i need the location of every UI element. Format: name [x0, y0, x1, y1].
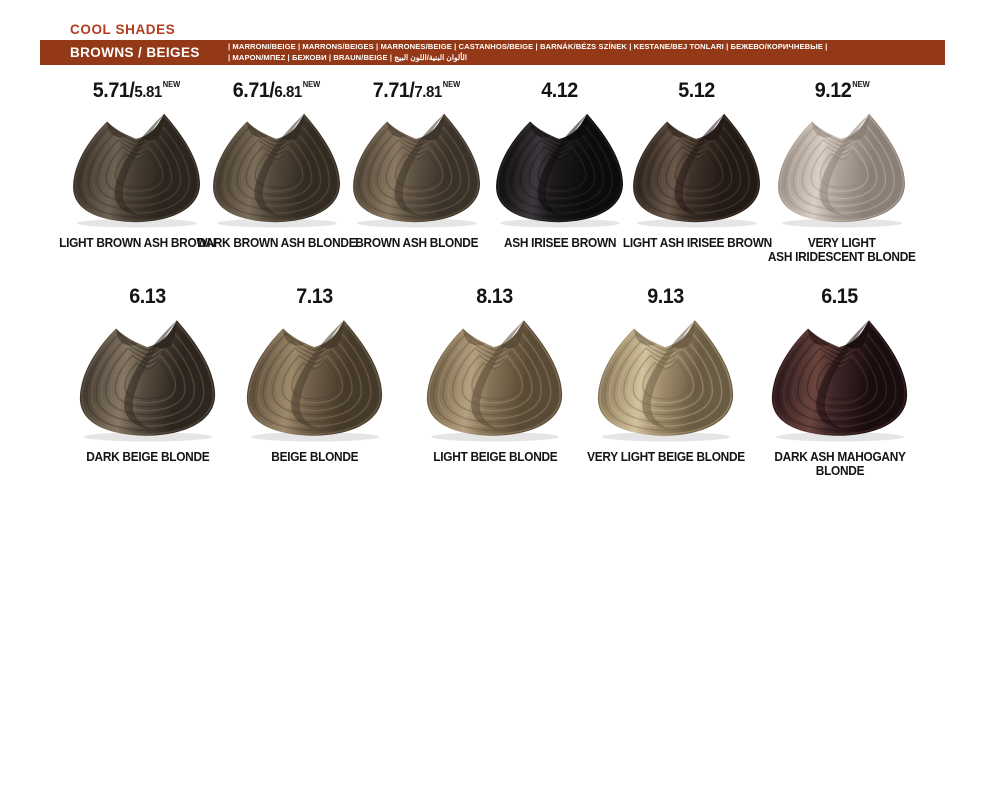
hair-swatch-image	[236, 312, 394, 447]
new-badge: NEW	[163, 80, 181, 89]
shade-code-main: 5.71/	[93, 79, 135, 102]
shade-code-main: 9.12	[814, 79, 852, 102]
shade-cell: 6.13 DARK BEIGE BLONDE	[58, 284, 238, 464]
shade-code-main: 7.13	[296, 285, 333, 308]
new-badge: NEW	[443, 80, 461, 89]
shade-code-main: 6.13	[129, 285, 166, 308]
hair-swatch-image	[761, 312, 919, 447]
shade-cell: 4.12 ASH IRISEE BROWN	[470, 78, 650, 250]
hair-swatch-image	[64, 106, 210, 233]
hair-swatch-image	[69, 312, 227, 447]
hair-swatch-image	[204, 106, 350, 233]
shade-code-main: 7.71/	[373, 79, 415, 102]
shade-code-main: 4.12	[541, 79, 578, 102]
shade-name: DARK BROWN ASH BLONDE	[197, 236, 357, 250]
hair-swatch-image	[344, 106, 490, 233]
shade-cell: 5.71/5.81NEW LIGHT BROWN ASH BROWN	[47, 78, 227, 250]
shade-code: 4.12	[541, 78, 578, 106]
translations-line-1: | MARRONI/BEIGE | MARRONS/BEIGES | MARRO…	[228, 42, 828, 52]
shade-cell: 6.71/6.81NEW DARK BROWN ASH BLONDE	[187, 78, 367, 250]
shade-cell: 7.71/7.81NEW BROWN ASH BLONDE	[327, 78, 507, 250]
shade-code: 8.13	[476, 284, 513, 312]
shade-cell: 9.13 VERY LIGHT BEIGE BLONDE	[576, 284, 756, 464]
shade-code-main: 6.15	[821, 285, 858, 308]
shade-cell: 7.13 BEIGE BLONDE	[225, 284, 405, 464]
category-title: COOL SHADES	[70, 22, 176, 37]
shade-code-alt: 5.81	[134, 84, 163, 101]
shade-code-main: 8.13	[476, 285, 513, 308]
translations-line-2: | ΜΑΡΟΝ/ΜΠΕΖ | БЕЖОВИ | BRAUN/BEIGE | ال…	[228, 52, 467, 62]
shade-name: VERY LIGHT BEIGE BLONDE	[587, 450, 745, 464]
shade-code-alt: 7.81	[414, 84, 443, 101]
shade-code: 6.13	[129, 284, 166, 312]
shade-name: BROWN ASH BLONDE	[355, 236, 479, 250]
shade-code: 7.13	[296, 284, 333, 312]
shade-code: 5.12	[678, 78, 715, 106]
hair-swatch-image	[624, 106, 770, 233]
hair-swatch-image	[487, 106, 633, 233]
hair-swatch-image	[769, 106, 915, 233]
shade-code: 9.13	[647, 284, 684, 312]
section-translations: | MARRONI/BEIGE | MARRONS/BEIGES | MARRO…	[228, 42, 827, 63]
shade-name: VERY LIGHT ASH IRIDESCENT BLONDE	[768, 236, 916, 265]
new-badge: NEW	[303, 80, 321, 89]
shade-name: LIGHT BEIGE BLONDE	[432, 450, 558, 464]
shade-code-main: 6.71/	[233, 79, 275, 102]
shade-code: 6.71/6.81NEW	[233, 78, 320, 106]
shade-code: 5.71/5.81NEW	[93, 78, 180, 106]
shade-code: 6.15	[821, 284, 858, 312]
shade-cell: 5.12 LIGHT ASH IRISEE BROWN	[607, 78, 787, 250]
new-badge: NEW	[851, 80, 870, 89]
shade-name: BEIGE BLONDE	[271, 450, 359, 464]
section-title: BROWNS / BEIGES	[70, 45, 200, 60]
shade-name: ASH IRISEE BROWN	[503, 236, 617, 250]
shade-cell: 9.12NEW VERY LIGHT ASH IRIDESCENT BLONDE	[752, 78, 932, 265]
hair-swatch-image	[416, 312, 574, 447]
shade-code: 7.71/7.81NEW	[373, 78, 460, 106]
shade-name: LIGHT BROWN ASH BROWN	[58, 236, 216, 250]
shade-code-main: 5.12	[678, 79, 715, 102]
shade-name: DARK ASH MAHOGANY BLONDE	[774, 450, 906, 479]
shade-code: 9.12NEW	[814, 78, 869, 106]
shade-cell: 8.13 LIGHT BEIGE BLONDE	[405, 284, 585, 464]
shade-name: DARK BEIGE BLONDE	[86, 450, 210, 464]
shade-code-main: 9.13	[647, 285, 684, 308]
shade-code-alt: 6.81	[274, 84, 303, 101]
shade-name: LIGHT ASH IRISEE BROWN	[622, 236, 772, 250]
section-header-bar: BROWNS / BEIGES | MARRONI/BEIGE | MARRON…	[40, 40, 945, 65]
hair-swatch-image	[587, 312, 745, 447]
shade-cell: 6.15 DARK ASH MAHOGANY BLONDE	[750, 284, 930, 479]
